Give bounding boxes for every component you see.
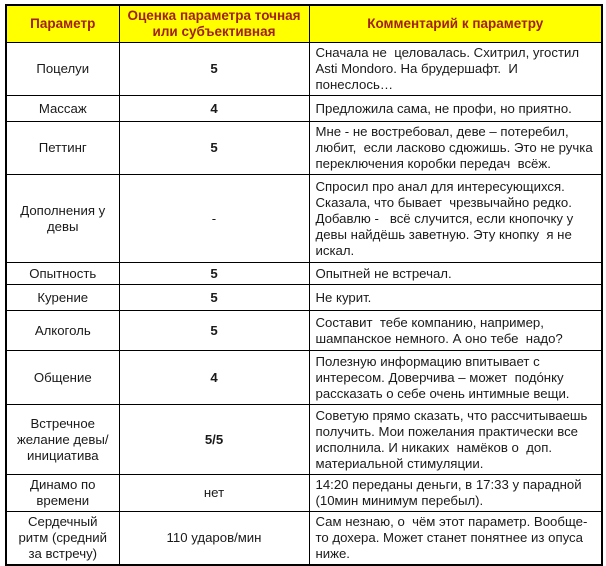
score-cell: 5	[118, 121, 310, 175]
score-cell: 4	[118, 350, 310, 405]
param-cell: Динамо по времени	[5, 474, 120, 512]
param-cell: Массаж	[5, 95, 120, 122]
comment-cell: Мне - не востребовал, деве – потеребил, …	[308, 121, 603, 175]
param-cell: Петтинг	[5, 121, 120, 175]
table-row: Алкоголь 5 Составит тебе компанию, напри…	[5, 310, 603, 351]
col-header-score: Оценка параметра точная или субъективная	[118, 4, 310, 43]
param-cell: Опытность	[5, 262, 120, 285]
score-cell: 110 ударов/мин	[118, 511, 310, 566]
score-cell: 5	[118, 262, 310, 285]
score-cell: -	[118, 174, 310, 263]
score-cell: 5	[118, 42, 310, 96]
score-cell: нет	[118, 474, 310, 512]
document-page: Параметр Оценка параметра точная или суб…	[5, 4, 603, 566]
comment-cell: Предложила сама, не профи, но приятно.	[308, 95, 603, 122]
comment-cell: Сам незнаю, о чём этот параметр. Вообще-…	[308, 511, 603, 566]
param-cell: Поцелуи	[5, 42, 120, 96]
score-cell: 5	[118, 310, 310, 351]
table-row: Встречное желание девы/ инициатива 5/5 С…	[5, 404, 603, 475]
param-cell: Дополнения у девы	[5, 174, 120, 263]
comment-cell: Не курит.	[308, 284, 603, 311]
comment-cell: Полезную информацию впитывает с интересо…	[308, 350, 603, 405]
score-cell: 5/5	[118, 404, 310, 475]
param-cell: Курение	[5, 284, 120, 311]
table-row: Сердечный ритм (средний за встречу) 110 …	[5, 511, 603, 566]
score-cell: 5	[118, 284, 310, 311]
score-cell: 4	[118, 95, 310, 122]
param-cell: Общение	[5, 350, 120, 405]
comment-cell: Составит тебе компанию, например, шампан…	[308, 310, 603, 351]
col-header-comment: Комментарий к параметру	[308, 4, 603, 43]
comment-cell: Советую прямо сказать, что рассчитываешь…	[308, 404, 603, 475]
table-row: Массаж 4 Предложила сама, не профи, но п…	[5, 95, 603, 122]
table-row: Курение 5 Не курит.	[5, 284, 603, 311]
table-row: Дополнения у девы - Спросил про анал для…	[5, 174, 603, 263]
comment-cell: Опытней не встречал.	[308, 262, 603, 285]
table-row: Общение 4 Полезную информацию впитывает …	[5, 350, 603, 405]
table-row: Петтинг 5 Мне - не востребовал, деве – п…	[5, 121, 603, 175]
table-row: Динамо по времени нет 14:20 переданы ден…	[5, 474, 603, 512]
header-row: Параметр Оценка параметра точная или суб…	[5, 4, 603, 43]
param-cell: Встречное желание девы/ инициатива	[5, 404, 120, 475]
comment-cell: Сначала не целовалась. Схитрил, угостил …	[308, 42, 603, 96]
table-row: Поцелуи 5 Сначала не целовалась. Схитрил…	[5, 42, 603, 96]
comment-cell: 14:20 переданы деньги, в 17:33 у парадно…	[308, 474, 603, 512]
comment-cell: Спросил про анал для интересующихся. Ска…	[308, 174, 603, 263]
col-header-param: Параметр	[5, 4, 120, 43]
param-cell: Алкоголь	[5, 310, 120, 351]
table-body: Поцелуи 5 Сначала не целовалась. Схитрил…	[5, 42, 603, 566]
param-cell: Сердечный ритм (средний за встречу)	[5, 511, 120, 566]
parameters-table: Параметр Оценка параметра точная или суб…	[5, 4, 603, 566]
table-row: Опытность 5 Опытней не встречал.	[5, 262, 603, 285]
table-header: Параметр Оценка параметра точная или суб…	[5, 4, 603, 43]
